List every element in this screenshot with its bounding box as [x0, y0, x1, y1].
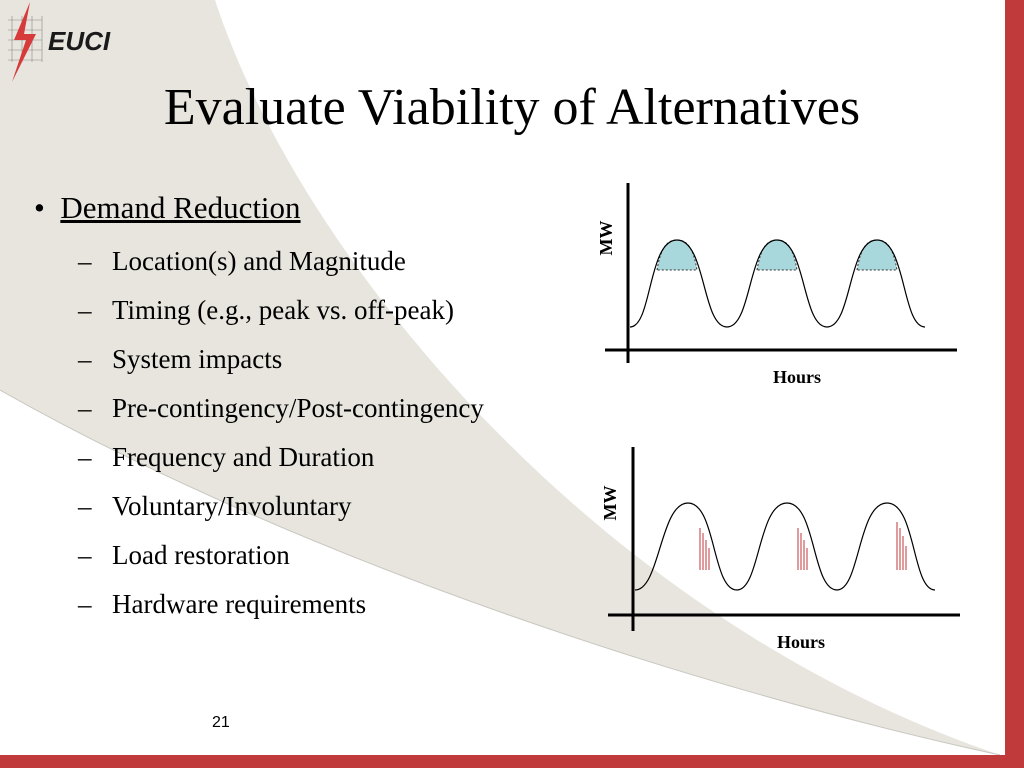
red-border: [1005, 0, 1024, 768]
diagram-top: [605, 183, 957, 363]
sub-bullet: Frequency and Duration: [78, 441, 558, 473]
sub-bullet: Pre-contingency/Post-contingency: [78, 392, 558, 424]
sub-bullet: Load restoration: [78, 539, 558, 571]
bullet: • Demand Reduction: [34, 190, 301, 225]
red-border: [0, 755, 1024, 768]
swoosh: [0, 0, 1000, 755]
logo: EUCI: [48, 26, 111, 56]
sub-bullet: Voluntary/Involuntary: [78, 490, 558, 522]
bullet-text: Demand Reduction: [60, 190, 301, 225]
y-axis-label: MW: [596, 221, 616, 256]
x-axis-label: Hours: [773, 367, 821, 387]
sub-bullet: Timing (e.g., peak vs. off-peak): [78, 294, 558, 326]
logo-icon: [8, 2, 43, 82]
page-number: 21: [212, 714, 230, 731]
x-axis-label: Hours: [777, 632, 825, 652]
sub-bullet: System impacts: [78, 343, 558, 375]
sub-bullet: Hardware requirements: [78, 588, 558, 620]
diagram-bottom: [608, 447, 960, 631]
slide-title: Evaluate Viability of Alternatives: [163, 79, 861, 136]
sub-bullet: Location(s) and Magnitude: [78, 245, 558, 277]
y-axis-label: MW: [600, 486, 620, 521]
sub-bullets: Location(s) and Magnitude Timing (e.g., p…: [78, 245, 558, 637]
